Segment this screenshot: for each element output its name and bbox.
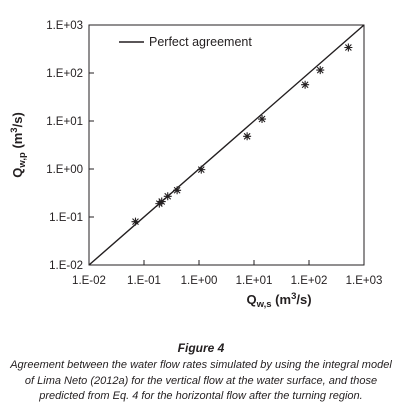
- y-tick-label: 1.E+00: [46, 164, 83, 176]
- x-tick-label: 1.E+00: [181, 275, 218, 287]
- y-tick-label: 1.E+02: [46, 68, 83, 80]
- data-point: [197, 165, 206, 174]
- y-axis-ticks: 1.E-02 1.E-01 1.E+00 1.E+01 1.E+02 1.E+03: [46, 20, 94, 272]
- data-point: [157, 197, 166, 206]
- y-tick-label: 1.E-02: [49, 260, 83, 272]
- scatter-chart: 1.E-02 1.E-01 1.E+00 1.E+01 1.E+02 1.E+03 1.E…: [9, 20, 382, 310]
- plot-frame: [88, 24, 365, 266]
- x-axis-label: Qw,s (m3/s): [246, 291, 311, 310]
- data-point: [163, 192, 172, 201]
- figure-title: Figure 4: [177, 341, 225, 355]
- perfect-agreement-line: [88, 24, 365, 266]
- y-axis-label: Qw,p (m3/s): [9, 112, 28, 178]
- data-point: [344, 43, 353, 52]
- x-tick-label: 1.E-02: [72, 275, 106, 287]
- data-point: [301, 80, 310, 89]
- legend-label: Perfect agreement: [149, 35, 252, 49]
- x-tick-label: 1.E+01: [236, 275, 273, 287]
- figure-caption: Agreement between the water flow rates s…: [10, 359, 392, 402]
- y-tick-label: 1.E+01: [46, 116, 83, 128]
- y-tick-label: 1.E+03: [46, 20, 83, 32]
- data-points: [131, 43, 353, 226]
- x-tick-label: 1.E-01: [127, 275, 161, 287]
- x-tick-label: 1.E+03: [346, 275, 383, 287]
- x-axis-ticks: 1.E-02 1.E-01 1.E+00 1.E+01 1.E+02 1.E+03: [72, 260, 382, 287]
- legend: Perfect agreement: [119, 35, 252, 49]
- data-point: [258, 115, 267, 124]
- series-lines: [88, 24, 365, 266]
- data-point: [173, 186, 182, 195]
- x-tick-label: 1.E+02: [291, 275, 328, 287]
- data-point: [243, 132, 252, 141]
- y-tick-label: 1.E-01: [49, 212, 83, 224]
- data-point: [131, 217, 140, 226]
- data-point: [316, 66, 325, 75]
